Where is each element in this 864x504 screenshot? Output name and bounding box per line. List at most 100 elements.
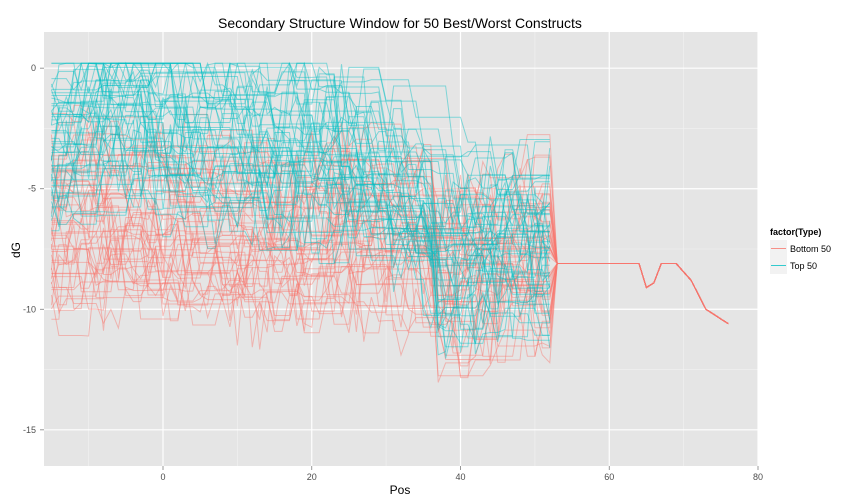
series-line xyxy=(50,246,729,379)
series-line xyxy=(51,120,729,325)
series-line xyxy=(51,115,550,330)
series-line xyxy=(51,155,729,325)
series-line xyxy=(51,199,729,325)
series-line xyxy=(51,101,551,338)
series-line xyxy=(51,62,550,250)
series-line xyxy=(51,187,729,325)
series-line xyxy=(51,172,729,325)
series-line xyxy=(51,129,550,343)
series-line xyxy=(51,113,550,359)
series-line xyxy=(50,154,729,325)
series-line xyxy=(51,119,550,314)
series-line xyxy=(51,62,550,200)
series-line xyxy=(51,61,550,204)
series-line xyxy=(51,61,550,218)
series-line xyxy=(51,198,729,325)
series-line xyxy=(51,91,551,300)
series-line xyxy=(51,231,729,348)
series-line xyxy=(50,62,550,250)
series-line xyxy=(51,141,550,355)
series-line xyxy=(50,91,551,268)
x-tick-label: 60 xyxy=(604,472,614,482)
series-line xyxy=(51,62,551,244)
series-line xyxy=(51,122,550,304)
series-line xyxy=(51,205,729,325)
series-line xyxy=(51,250,729,363)
series-top-50 xyxy=(50,61,551,359)
series-line xyxy=(50,134,729,325)
major-gridlines xyxy=(44,32,759,466)
series-line xyxy=(51,68,550,300)
series-line xyxy=(51,62,550,234)
series-line xyxy=(51,133,729,325)
series-line xyxy=(50,196,729,325)
series-line xyxy=(51,159,729,325)
series-line xyxy=(50,155,551,353)
series-line xyxy=(50,62,550,229)
series-line xyxy=(50,62,551,233)
series-line xyxy=(51,62,551,238)
series-line xyxy=(51,104,729,325)
series-line xyxy=(50,193,729,332)
series-line xyxy=(51,80,551,282)
series-line xyxy=(51,215,729,325)
series-line xyxy=(50,116,729,325)
series-line xyxy=(51,150,729,325)
x-tick-label: 0 xyxy=(160,472,165,482)
series-line xyxy=(51,224,729,349)
series-line xyxy=(50,156,729,325)
series-line xyxy=(50,145,550,356)
series-line xyxy=(51,79,551,257)
series-line xyxy=(51,158,729,325)
series-line xyxy=(50,170,729,325)
y-axis: 0 -5 -10 -15 xyxy=(23,63,44,435)
y-tick-label: -15 xyxy=(23,425,36,435)
series-line xyxy=(51,62,550,225)
series-line xyxy=(51,129,729,325)
series-line xyxy=(50,107,551,288)
series-line xyxy=(51,84,551,316)
series-line xyxy=(50,209,729,325)
series-line xyxy=(51,62,550,281)
series-line xyxy=(51,227,729,360)
legend-label-top-50: Top 50 xyxy=(790,261,817,271)
series-line xyxy=(50,206,729,335)
series-line xyxy=(51,67,550,287)
x-axis: 0 20 40 60 80 xyxy=(160,466,763,482)
series-line xyxy=(50,243,729,377)
series-line xyxy=(51,230,729,354)
y-axis-title: dG xyxy=(9,242,23,258)
x-axis-title: Pos xyxy=(390,483,411,497)
series-line xyxy=(51,142,729,325)
series-line xyxy=(50,169,729,325)
series-line xyxy=(51,107,550,332)
series-line xyxy=(51,85,550,271)
series-line xyxy=(50,250,729,367)
series-line xyxy=(50,75,550,259)
series-line xyxy=(51,156,729,325)
series-line xyxy=(51,87,550,252)
series-line xyxy=(51,64,550,281)
series-line xyxy=(50,125,729,325)
series-line xyxy=(50,229,729,333)
legend: factor(Type) Bottom 50 Top 50 xyxy=(770,227,831,274)
series-line xyxy=(50,256,729,357)
series-bottom-50 xyxy=(50,104,729,383)
series-line xyxy=(50,237,729,383)
series-line xyxy=(50,103,551,320)
series-line xyxy=(51,224,729,340)
series-line xyxy=(50,61,550,226)
series-line xyxy=(51,194,729,325)
series-line xyxy=(51,214,729,334)
series-line xyxy=(50,184,729,325)
series-line xyxy=(51,132,729,325)
y-tick-label: -5 xyxy=(28,184,36,194)
series-line xyxy=(51,79,551,272)
series-line xyxy=(51,104,729,325)
series-line xyxy=(51,62,551,224)
series-line xyxy=(51,249,729,377)
series-line xyxy=(50,119,550,344)
y-tick-label: 0 xyxy=(31,63,36,73)
chart-title: Secondary Structure Window for 50 Best/W… xyxy=(218,15,582,31)
